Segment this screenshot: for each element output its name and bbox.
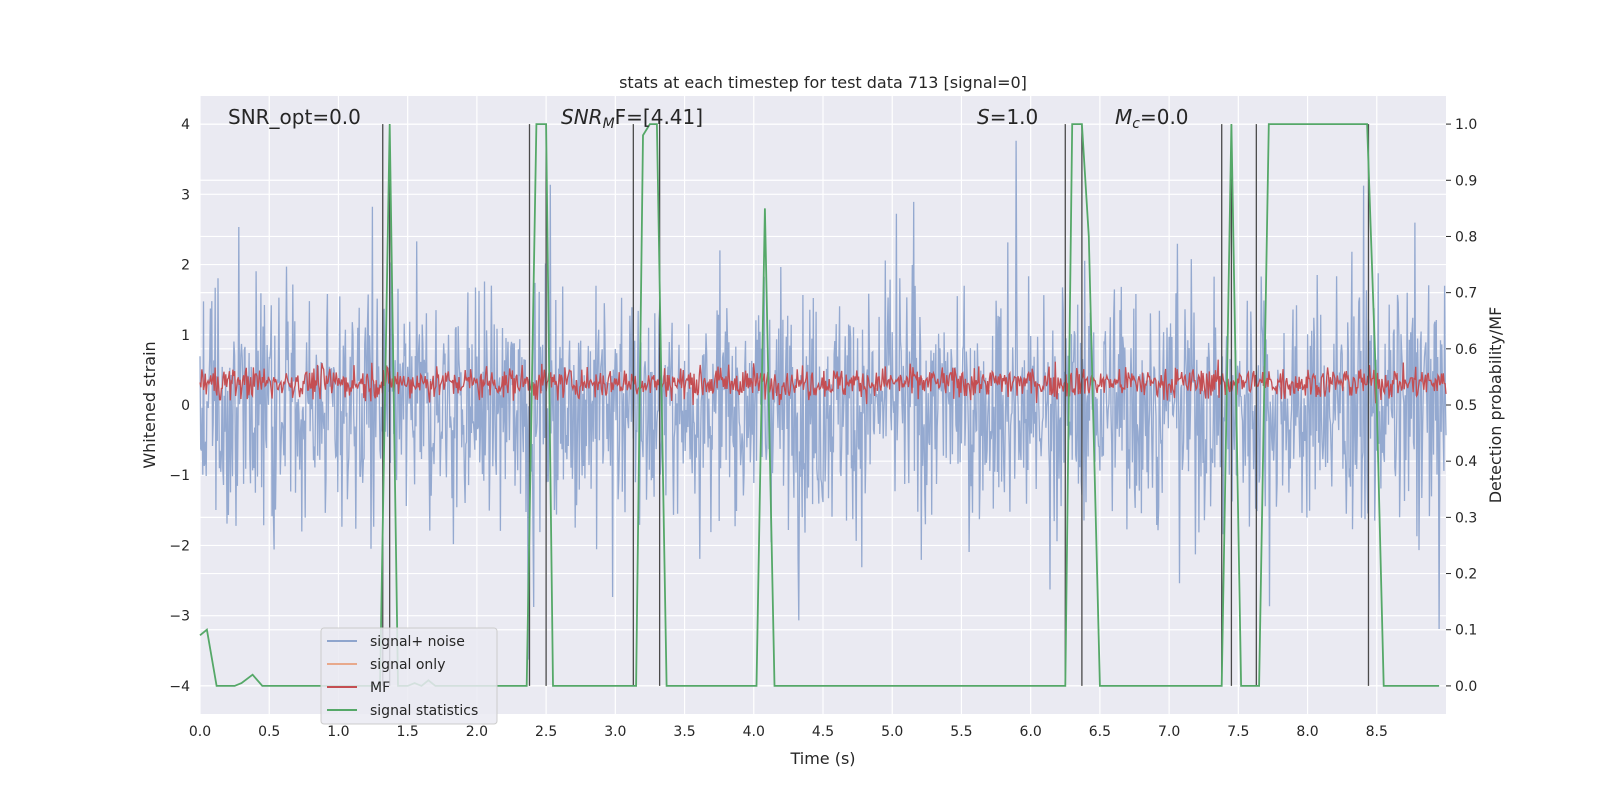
legend-label: signal+ noise [370, 634, 465, 650]
y-tick-label: −2 [169, 538, 190, 554]
y-tick-label: 1 [181, 328, 190, 344]
x-tick-label: 8.0 [1296, 724, 1318, 740]
y-right-tick-label: 0.3 [1455, 510, 1477, 526]
legend-box [320, 627, 498, 725]
x-tick-label: 3.5 [673, 724, 695, 740]
y-right-axis-label: Detection probability/MF [1486, 307, 1505, 504]
x-tick-label: 6.5 [1089, 724, 1111, 740]
annotation-snr-mf-prefix: SNR [561, 105, 603, 129]
series-mf [199, 359, 1447, 406]
x-axis-label: Time (s) [789, 749, 855, 768]
x-axis-ticks: 0.0 0.5 1.0 1.5 2.0 2.5 3.0 3.5 4.0 4.5 5.0 5.5 6.0 6… [189, 724, 1388, 740]
y-tick-label: −3 [169, 609, 190, 625]
x-tick-label: 7.5 [1227, 724, 1249, 740]
y-tick-label: 0 [181, 398, 190, 414]
y-tick-label: −4 [169, 679, 190, 695]
x-tick-label: 0.5 [258, 724, 280, 740]
annotation-snr-mf-suffix: F=[4.41] [615, 105, 703, 129]
annotation-snr-mf-sub: M [603, 116, 615, 132]
annotation-mc-italic: M [1115, 105, 1132, 129]
annotation-s-value: =1.0 [990, 105, 1039, 129]
legend-label: MF [370, 680, 390, 696]
annotation-snr-mf: SNRMF=[4.41] [561, 105, 703, 132]
y-right-tick-label: 0.9 [1455, 173, 1477, 189]
annotation-s: S=1.0 [977, 105, 1038, 129]
x-tick-label: 6.0 [1020, 724, 1042, 740]
x-tick-label: 4.5 [812, 724, 834, 740]
x-tick-label: 2.5 [535, 724, 557, 740]
mf-series [199, 359, 1447, 406]
legend-label: signal only [370, 657, 445, 673]
x-tick-label: 3.0 [604, 724, 626, 740]
series-signal-plus-noise [199, 140, 1447, 660]
annotation-mc-value: =0.0 [1140, 105, 1189, 129]
legend: signal+ noise signal only MF signal statist… [320, 627, 498, 725]
x-tick-label: 2.0 [466, 724, 488, 740]
vertical-markers [382, 124, 1370, 686]
y-tick-label: 3 [181, 187, 190, 203]
y-right-tick-label: 0.4 [1455, 454, 1477, 470]
y-axis-label: Whitened strain [140, 341, 159, 468]
x-tick-label: 4.0 [743, 724, 765, 740]
y-right-tick-label: 0.5 [1455, 398, 1477, 414]
x-tick-label: 7.0 [1158, 724, 1180, 740]
annotation-mc: Mc=0.0 [1115, 105, 1189, 132]
x-tick-label: 8.5 [1366, 724, 1388, 740]
x-tick-label: 0.0 [189, 724, 211, 740]
y-tick-label: 4 [181, 117, 190, 133]
y-right-tick-label: 0.0 [1455, 679, 1477, 695]
legend-label: signal statistics [370, 703, 478, 719]
noise-series [199, 140, 1447, 660]
annotation-mc-sub: c [1132, 116, 1140, 132]
x-tick-label: 5.0 [881, 724, 903, 740]
chart-title: stats at each timestep for test data 713… [619, 73, 1027, 92]
y-right-tick-label: 0.8 [1455, 229, 1477, 245]
y-right-tick-label: 0.6 [1455, 342, 1477, 358]
y-right-tick-label: 0.2 [1455, 567, 1477, 583]
x-tick-label: 1.0 [327, 724, 349, 740]
y-axis-ticks: −4 −3 −2 −1 0 1 2 3 4 [169, 117, 190, 695]
y-tick-label: 2 [181, 258, 190, 274]
x-tick-label: 1.5 [397, 724, 419, 740]
annotation-s-italic: S [977, 105, 990, 129]
y-right-tick-label: 1.0 [1455, 117, 1477, 133]
y-right-tick-label: 0.1 [1455, 623, 1477, 639]
y-right-axis-ticks: 0.0 0.1 0.2 0.3 0.4 0.5 0.6 0.7 0.8 0.9 1.0 [1446, 117, 1477, 695]
x-tick-label: 5.5 [950, 724, 972, 740]
annotation-snr-opt: SNR_opt=0.0 [228, 105, 361, 129]
y-tick-label: −1 [169, 468, 190, 484]
y-right-tick-label: 0.7 [1455, 286, 1477, 302]
